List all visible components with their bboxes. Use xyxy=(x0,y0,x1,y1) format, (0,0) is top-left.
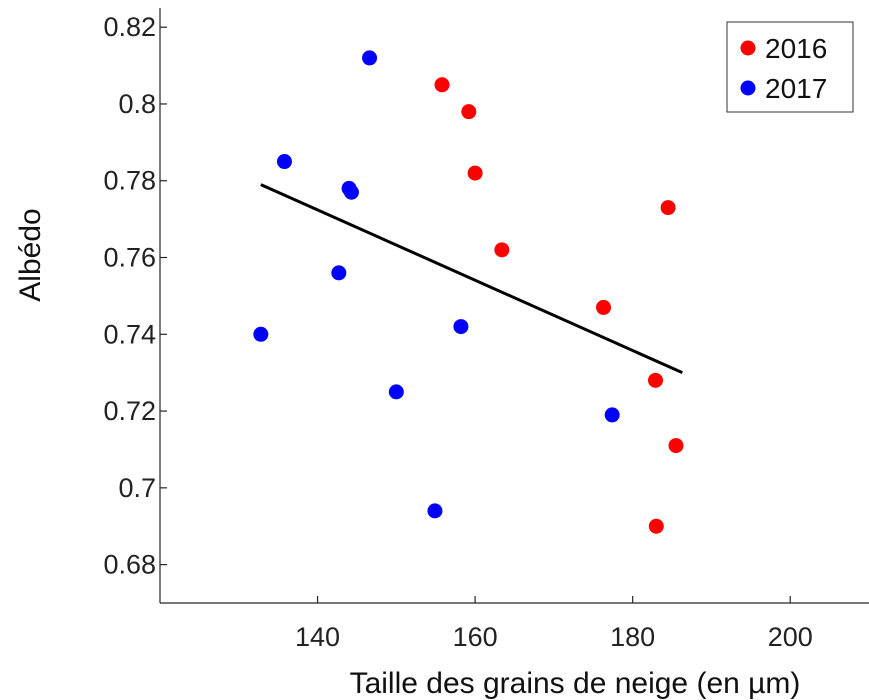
y-axis: 0.68 0.7 0.72 0.74 0.76 0.78 0.8 0.82 xyxy=(103,12,167,580)
legend-marker-2016 xyxy=(740,40,756,56)
x-axis-label: Taille des grains de neige (en µm) xyxy=(350,667,801,700)
data-point-2016 xyxy=(461,104,477,120)
data-point-2016 xyxy=(494,242,510,258)
legend-box xyxy=(726,21,854,113)
data-point-2017 xyxy=(276,154,292,170)
data-points xyxy=(253,50,684,534)
data-point-2017 xyxy=(453,319,469,335)
data-point-2016 xyxy=(434,77,450,93)
y-tick-label: 0.78 xyxy=(103,166,156,196)
y-tick-label: 0.68 xyxy=(103,550,156,580)
x-tick-label: 180 xyxy=(610,622,655,652)
legend: 2016 2017 xyxy=(726,21,854,113)
data-point-2016 xyxy=(648,518,664,534)
y-axis-label: Albédo xyxy=(14,208,47,301)
trendline-group xyxy=(260,183,683,375)
y-tick-label: 0.82 xyxy=(103,12,156,42)
data-point-2016 xyxy=(467,165,483,181)
legend-marker-2017 xyxy=(740,80,756,96)
data-point-2017 xyxy=(604,407,620,423)
legend-label-2017: 2017 xyxy=(765,73,827,104)
data-point-2017 xyxy=(427,503,443,519)
y-tick-label: 0.72 xyxy=(103,396,156,426)
data-point-2017 xyxy=(388,384,404,400)
data-point-2016 xyxy=(668,438,684,454)
data-point-2017 xyxy=(362,50,378,66)
trendline xyxy=(260,183,683,375)
x-tick-label: 200 xyxy=(768,622,813,652)
data-point-2016 xyxy=(596,299,612,315)
legend-label-2016: 2016 xyxy=(765,33,827,64)
y-tick-label: 0.76 xyxy=(103,243,156,273)
x-tick-label: 160 xyxy=(453,622,498,652)
data-point-2017 xyxy=(253,326,269,342)
data-point-2017 xyxy=(331,265,347,281)
x-tick-label: 140 xyxy=(295,622,340,652)
x-axis: 140 160 180 200 xyxy=(295,596,813,652)
plot-frame xyxy=(159,8,869,604)
y-tick-label: 0.7 xyxy=(118,473,156,503)
y-tick-label: 0.8 xyxy=(118,89,156,119)
data-point-2017 xyxy=(343,184,359,200)
data-point-2016 xyxy=(648,372,664,388)
data-point-2016 xyxy=(660,200,676,216)
y-tick-label: 0.74 xyxy=(103,319,156,349)
